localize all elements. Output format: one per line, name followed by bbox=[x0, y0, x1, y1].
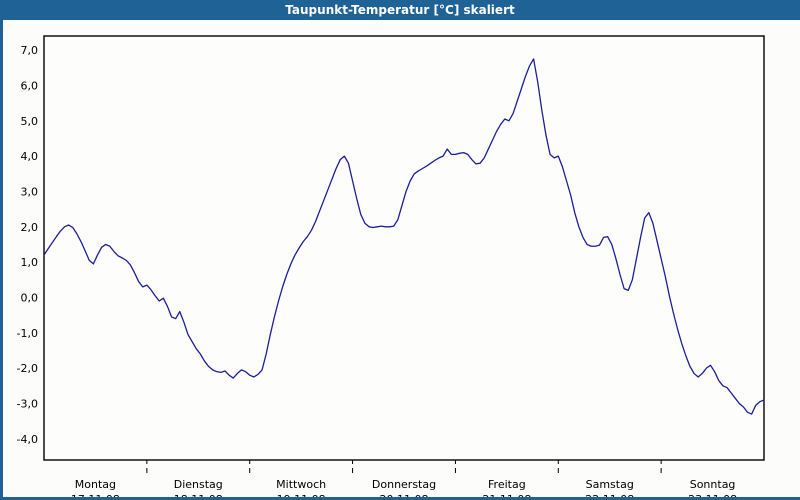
x-axis-day-label: Mittwoch bbox=[276, 478, 326, 491]
y-axis-tick-label: 5,0 bbox=[21, 115, 39, 128]
y-axis-tick-label: 7,0 bbox=[21, 44, 39, 57]
x-axis-date-label: 22.11.08 bbox=[585, 493, 634, 497]
series-line-taupunkt-temperatur bbox=[43, 58, 765, 415]
x-axis-date-label: 23.11.08 bbox=[688, 493, 737, 497]
x-axis-day-label: Montag bbox=[75, 478, 116, 491]
y-axis-tick-label: 0,0 bbox=[21, 291, 39, 304]
y-axis-tick-label: 4,0 bbox=[21, 150, 39, 163]
y-axis-tick-label: -2,0 bbox=[17, 362, 38, 375]
y-axis-tick-label: 3,0 bbox=[21, 185, 39, 198]
y-axis-tick-label: -3,0 bbox=[17, 397, 38, 410]
x-axis-day-label: Donnerstag bbox=[372, 478, 436, 491]
plot-frame bbox=[43, 35, 765, 461]
x-axis-date-label: 17.11.08 bbox=[71, 493, 120, 497]
x-axis-date-label: 21.11.08 bbox=[482, 493, 531, 497]
y-axis-tick-label: -4,0 bbox=[17, 433, 38, 446]
line-chart: 7,0 6,0 5,0 4,0 3,0 2,0 1,0 0,0 -1,0 -2,0 -3,0 -4,0… bbox=[17, 35, 765, 497]
page-title: Taupunkt-Temperatur [°C] skaliert bbox=[285, 3, 515, 17]
x-axis-date-label: 20.11.08 bbox=[380, 493, 429, 497]
y-axis-tick-label: 6,0 bbox=[21, 79, 39, 92]
window-title-bar: Taupunkt-Temperatur [°C] skaliert bbox=[0, 0, 800, 20]
x-axis-date-label: 19.11.08 bbox=[277, 493, 326, 497]
y-axis-tick-label: -1,0 bbox=[17, 327, 38, 340]
x-axis-date-label: 18.11.08 bbox=[174, 493, 223, 497]
x-axis-day-label: Freitag bbox=[488, 478, 526, 491]
x-axis-day-label: Samstag bbox=[586, 478, 634, 491]
x-axis-labels: Montag 17.11.08 Dienstag 18.11.08 Mittwoch 19… bbox=[71, 478, 737, 497]
y-axis-labels: 7,0 6,0 5,0 4,0 3,0 2,0 1,0 0,0 -1,0 -2,0 -3,0 -4,0 bbox=[17, 44, 38, 446]
y-axis-tick-label: 1,0 bbox=[21, 256, 39, 269]
y-axis-tick-label: 2,0 bbox=[21, 221, 39, 234]
plot-container: 7,0 6,0 5,0 4,0 3,0 2,0 1,0 0,0 -1,0 -2,0 -3,0 -4,0… bbox=[3, 20, 800, 497]
x-axis-day-label: Dienstag bbox=[174, 478, 223, 491]
x-axis-day-label: Sonntag bbox=[690, 478, 736, 491]
